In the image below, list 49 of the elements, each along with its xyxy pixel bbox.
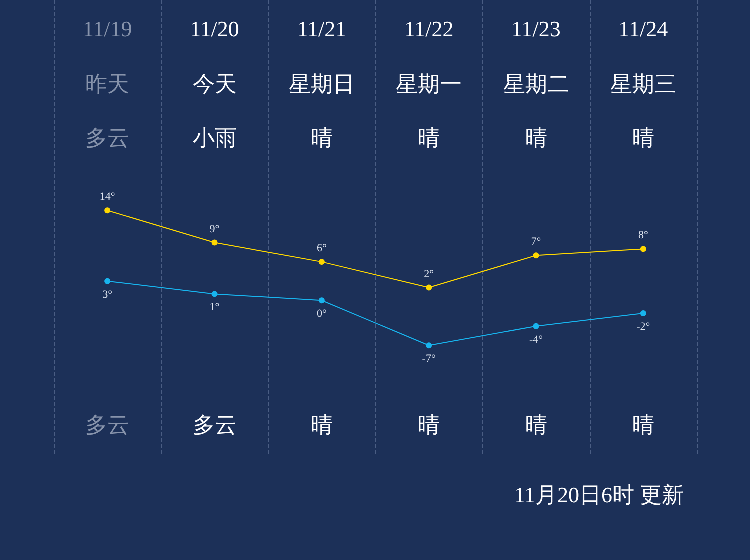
- point: [533, 252, 540, 259]
- text: 晴: [418, 412, 440, 438]
- data-label: 9°: [210, 223, 220, 236]
- data-label: 6°: [316, 242, 327, 255]
- text: 今天: [192, 72, 237, 96]
- point: [318, 259, 325, 266]
- data-label: 3°: [102, 288, 113, 301]
- data-label: -2°: [636, 320, 650, 333]
- text: 多云: [192, 412, 237, 438]
- text: 昨天: [86, 72, 130, 96]
- point: [212, 240, 218, 246]
- text: 晴: [310, 126, 333, 150]
- point: [426, 342, 432, 349]
- text: 晴: [310, 412, 333, 438]
- x-tick-label: 11/24: [618, 16, 668, 42]
- point: [212, 291, 218, 298]
- data-label: 7°: [531, 236, 542, 248]
- text: 小雨: [192, 126, 237, 150]
- text: 晴: [632, 126, 654, 150]
- point: [104, 208, 111, 214]
- text: 星期三: [610, 72, 676, 96]
- x-tick-label: 11/19: [82, 16, 132, 42]
- text: 晴: [525, 412, 548, 438]
- text: 晴: [632, 412, 654, 438]
- text: 11月20日6时 更新: [514, 482, 684, 508]
- point: [640, 246, 646, 252]
- text: 星期日: [288, 72, 355, 96]
- x-tick-label: 11/20: [190, 16, 240, 42]
- point: [318, 298, 325, 304]
- data-label: -4°: [529, 334, 544, 346]
- text: 晴: [525, 126, 548, 150]
- text: 星期一: [396, 72, 462, 96]
- data-label: -7°: [422, 353, 436, 366]
- text: 多云: [86, 126, 130, 150]
- text: 星期二: [503, 72, 570, 96]
- x-tick-label: 11/23: [512, 16, 561, 42]
- data-label: 2°: [424, 268, 434, 280]
- data-label: 14°: [100, 191, 116, 204]
- text: 晴: [418, 126, 440, 150]
- point: [533, 323, 540, 330]
- data-label: 1°: [210, 302, 220, 314]
- x-tick-label: 11/21: [297, 16, 347, 42]
- data-label: 0°: [316, 308, 327, 320]
- text: 多云: [86, 412, 130, 438]
- point: [640, 310, 646, 316]
- point: [426, 284, 432, 291]
- x-tick-label: 11/22: [404, 16, 454, 42]
- data-label: 8°: [638, 230, 648, 242]
- point: [104, 278, 111, 284]
